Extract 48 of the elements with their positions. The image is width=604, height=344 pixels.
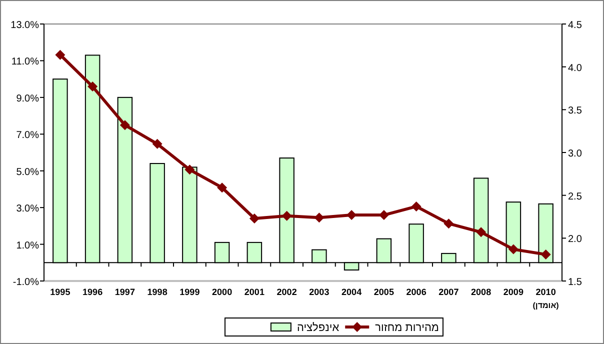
legend-label: אינפלציה (296, 322, 340, 334)
x-tick-label: 2007 (438, 287, 459, 297)
x-tick-label: 2006 (406, 287, 426, 297)
point (217, 182, 228, 193)
legend-label: מהירות מחזור (375, 322, 439, 334)
point (249, 213, 260, 224)
point (152, 138, 162, 149)
point (184, 164, 195, 175)
x-tick-label: 1996 (82, 287, 103, 297)
x-tick-label: 2002 (276, 287, 297, 297)
x-tick-label: 2004 (342, 287, 362, 297)
x-tick-label: 2003 (309, 287, 330, 297)
y2-tick-label: 4.0 (568, 62, 582, 74)
y2-tick-label: 2.5 (568, 191, 582, 202)
x-tick-label: 2005 (374, 287, 394, 297)
point (88, 82, 98, 92)
x-tick-label: 1999 (180, 287, 200, 297)
y-tick-label: 1.0% (16, 240, 40, 252)
point (314, 212, 324, 223)
text: (אומדן) (532, 301, 560, 310)
x-tick-label: 2010 (536, 287, 556, 297)
y-tick-label: 7.0% (16, 130, 40, 142)
point (540, 249, 551, 260)
y2-tick-label: 3.0 (568, 148, 582, 160)
x-tick-label: 2009 (503, 287, 524, 297)
y-tick-label: 9.0% (16, 93, 40, 104)
y2-tick-label: 2.0 (568, 234, 582, 246)
point (476, 227, 486, 238)
point (444, 218, 454, 229)
y-tick-label: -1.0% (12, 277, 40, 288)
x-tick-label: 2000 (212, 287, 232, 297)
x-tick-label: 1998 (147, 287, 168, 297)
x-tick-label: 1997 (114, 287, 135, 297)
y-tick-label: 11.0% (11, 56, 40, 68)
y-tick-label: 5.0% (16, 166, 40, 178)
point (411, 201, 422, 212)
y2-tick-label: 4.5 (568, 20, 582, 31)
y2-tick-label: 1.5 (568, 277, 582, 288)
y-tick-label: 3.0% (16, 204, 40, 215)
x-tick-label: 1995 (50, 287, 70, 297)
point (55, 50, 66, 60)
y-tick-label: 13.0% (10, 20, 40, 31)
y2-tick-label: 3.5 (568, 106, 582, 117)
point (282, 210, 292, 221)
point (120, 120, 130, 130)
x-tick-label: 2001 (244, 287, 264, 297)
x-tick-label: 2008 (471, 287, 492, 297)
point (508, 244, 518, 254)
